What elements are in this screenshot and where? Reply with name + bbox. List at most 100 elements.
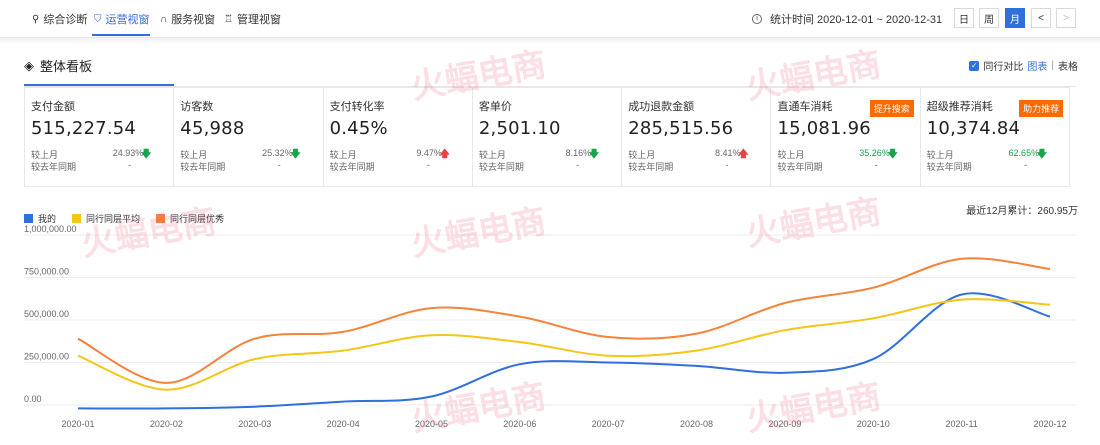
x-tick-label: 2020-12	[1033, 419, 1066, 429]
arrow-up-icon: 🡅	[738, 149, 749, 160]
y-tick-label: 750,000.00	[24, 267, 69, 277]
metric-name: 访客数	[180, 101, 214, 113]
legend-item-avg[interactable]: 同行同层平均	[72, 212, 140, 225]
metric-value: 515,227.54	[31, 118, 137, 139]
tab-management[interactable]: ♖ 管理视窗	[224, 11, 281, 27]
section-divider	[24, 86, 1076, 87]
mom-label: 较上月	[180, 150, 208, 160]
header-shadow	[0, 38, 1100, 44]
metric-card[interactable]: 超级推荐消耗 助力推荐 10,374.84 较上月 较去年同期 62.65% 🡇…	[919, 87, 1071, 187]
mom-label: 较上月	[478, 150, 506, 160]
arrow-down-icon: 🡇	[887, 149, 898, 160]
x-tick-label: 2020-03	[238, 419, 271, 429]
legend-item-top[interactable]: 同行同层优秀	[156, 212, 224, 225]
y-tick-label: 500,000.00	[24, 309, 69, 319]
yoy-label: 较去年同期	[329, 162, 375, 172]
series-line-peer-top[interactable]	[77, 257, 1051, 384]
mom-value: 62.65%	[1008, 148, 1040, 158]
legend-swatch	[156, 214, 166, 223]
line-chart: 0.00 250,000.00 500,000.00 750,000.00 1,000,…	[24, 225, 1076, 429]
y-tick-label: 1,000,000.00	[24, 225, 77, 234]
yoy-value: -	[426, 160, 430, 170]
tab-diagnosis[interactable]: ⚲ 综合诊断	[32, 11, 87, 27]
yoy-label: 较去年同期	[926, 162, 972, 172]
arrow-down-icon: 🡇	[141, 149, 152, 160]
series-line-peer-average[interactable]	[77, 298, 1051, 391]
bulb-icon: ⚲	[32, 13, 40, 25]
metric-cards: 支付金额 515,227.54 较上月 较去年同期 24.93% 🡇 - 访客数…	[24, 87, 1076, 187]
legend-label: 同行同层优秀	[170, 214, 225, 224]
x-tick-label: 2020-11	[945, 419, 977, 429]
metric-card[interactable]: 支付转化率 0.45% 较上月 较去年同期 9.47% 🡅 -	[322, 87, 473, 187]
yoy-label: 较去年同期	[777, 162, 823, 172]
yoy-value: -	[725, 160, 729, 170]
yoy-value: -	[1024, 160, 1028, 170]
boost-search-badge[interactable]: 提升搜索	[869, 100, 914, 117]
compare-label[interactable]: 同行对比	[983, 62, 1024, 73]
yoy-value: -	[576, 160, 580, 170]
metric-card[interactable]: 访客数 45,988 较上月 较去年同期 25.32% 🡇 -	[173, 87, 324, 187]
view-options: ✓ 同行对比 图表 | 表格	[969, 58, 1078, 73]
active-tab-indicator	[92, 34, 150, 36]
headset-icon: ∩	[160, 13, 168, 25]
section-title: ◈ 整体看板	[24, 56, 92, 75]
mom-value: 25.32%	[262, 148, 293, 158]
tab-label: 服务视窗	[171, 14, 216, 26]
x-tick-label: 2020-08	[680, 419, 713, 429]
stat-period: i 统计时间 2020-12-01 ~ 2020-12-31	[752, 11, 942, 27]
period-week-button[interactable]: 周	[979, 8, 999, 28]
metric-card[interactable]: 支付金额 515,227.54 较上月 较去年同期 24.93% 🡇 -	[24, 87, 175, 187]
arrow-down-icon: 🡇	[290, 149, 301, 160]
mom-value: 8.41%	[714, 148, 741, 158]
mom-label: 较上月	[926, 150, 954, 160]
period-day-button[interactable]: 日	[954, 8, 974, 28]
view-table-link[interactable]: 表格	[1058, 62, 1078, 73]
mom-value: 8.16%	[565, 148, 592, 158]
x-tick-label: 2020-06	[503, 419, 536, 429]
yoy-label: 较去年同期	[478, 162, 524, 172]
x-tick-label: 2020-05	[415, 419, 448, 429]
boost-recommend-badge[interactable]: 助力推荐	[1019, 100, 1064, 117]
stat-period-label: 统计时间 2020-12-01 ~ 2020-12-31	[770, 14, 943, 26]
legend-swatch	[72, 214, 82, 223]
prev-period-button[interactable]: <	[1031, 8, 1051, 28]
mom-value: 24.93%	[112, 148, 144, 158]
y-tick-label: 250,000.00	[24, 352, 69, 362]
x-tick-label: 2020-07	[592, 419, 625, 429]
metric-card[interactable]: 成功退款金额 285,515.56 较上月 较去年同期 8.41% 🡅 -	[621, 87, 772, 187]
compare-checkbox[interactable]: ✓	[969, 60, 980, 71]
yoy-value: -	[128, 160, 132, 170]
metric-name: 直通车消耗	[777, 101, 833, 113]
chart-legend: 我的 同行同层平均 同行同层优秀	[24, 212, 224, 225]
metric-card[interactable]: 直通车消耗 提升搜索 15,081.96 较上月 较去年同期 35.26% 🡇 …	[770, 87, 921, 187]
separator: |	[1051, 60, 1054, 71]
metric-card[interactable]: 客单价 2,501.10 较上月 较去年同期 8.16% 🡇 -	[471, 87, 623, 187]
tab-operations[interactable]: ⛉ 运营视窗	[94, 11, 150, 27]
metric-value: 15,081.96	[777, 118, 871, 139]
mom-value: 35.26%	[859, 148, 890, 158]
next-period-button[interactable]: >	[1056, 8, 1076, 28]
x-tick-label: 2020-02	[150, 419, 183, 429]
metric-name: 客单价	[478, 101, 512, 113]
shield-icon: ⛉	[94, 13, 102, 25]
mom-label: 较上月	[777, 150, 805, 160]
mom-value: 9.47%	[416, 148, 442, 158]
top-nav: ⚲ 综合诊断 ⛉ 运营视窗 ∩ 服务视窗 ♖ 管理视窗 i 统计时间 2020-…	[0, 0, 1100, 38]
period-month-button[interactable]: 月	[1005, 8, 1025, 28]
yoy-value: -	[874, 160, 878, 170]
layers-icon: ◈	[24, 57, 34, 73]
yoy-label: 较去年同期	[628, 162, 674, 172]
series-line-mine[interactable]	[77, 292, 1051, 410]
legend-item-mine[interactable]: 我的	[24, 212, 56, 225]
legend-label: 同行同层平均	[86, 214, 141, 224]
section-title-text: 整体看板	[40, 59, 93, 74]
mom-label: 较上月	[329, 150, 357, 160]
info-icon[interactable]: i	[752, 14, 762, 24]
metric-value: 45,988	[180, 118, 245, 139]
legend-label: 我的	[38, 214, 57, 224]
tab-label: 运营视窗	[105, 14, 150, 26]
tab-label: 综合诊断	[43, 14, 88, 26]
annual-total: 最近12月累计：260.95万	[966, 206, 1078, 217]
tab-service[interactable]: ∩ 服务视窗	[160, 11, 215, 27]
view-chart-link[interactable]: 图表	[1027, 62, 1048, 73]
